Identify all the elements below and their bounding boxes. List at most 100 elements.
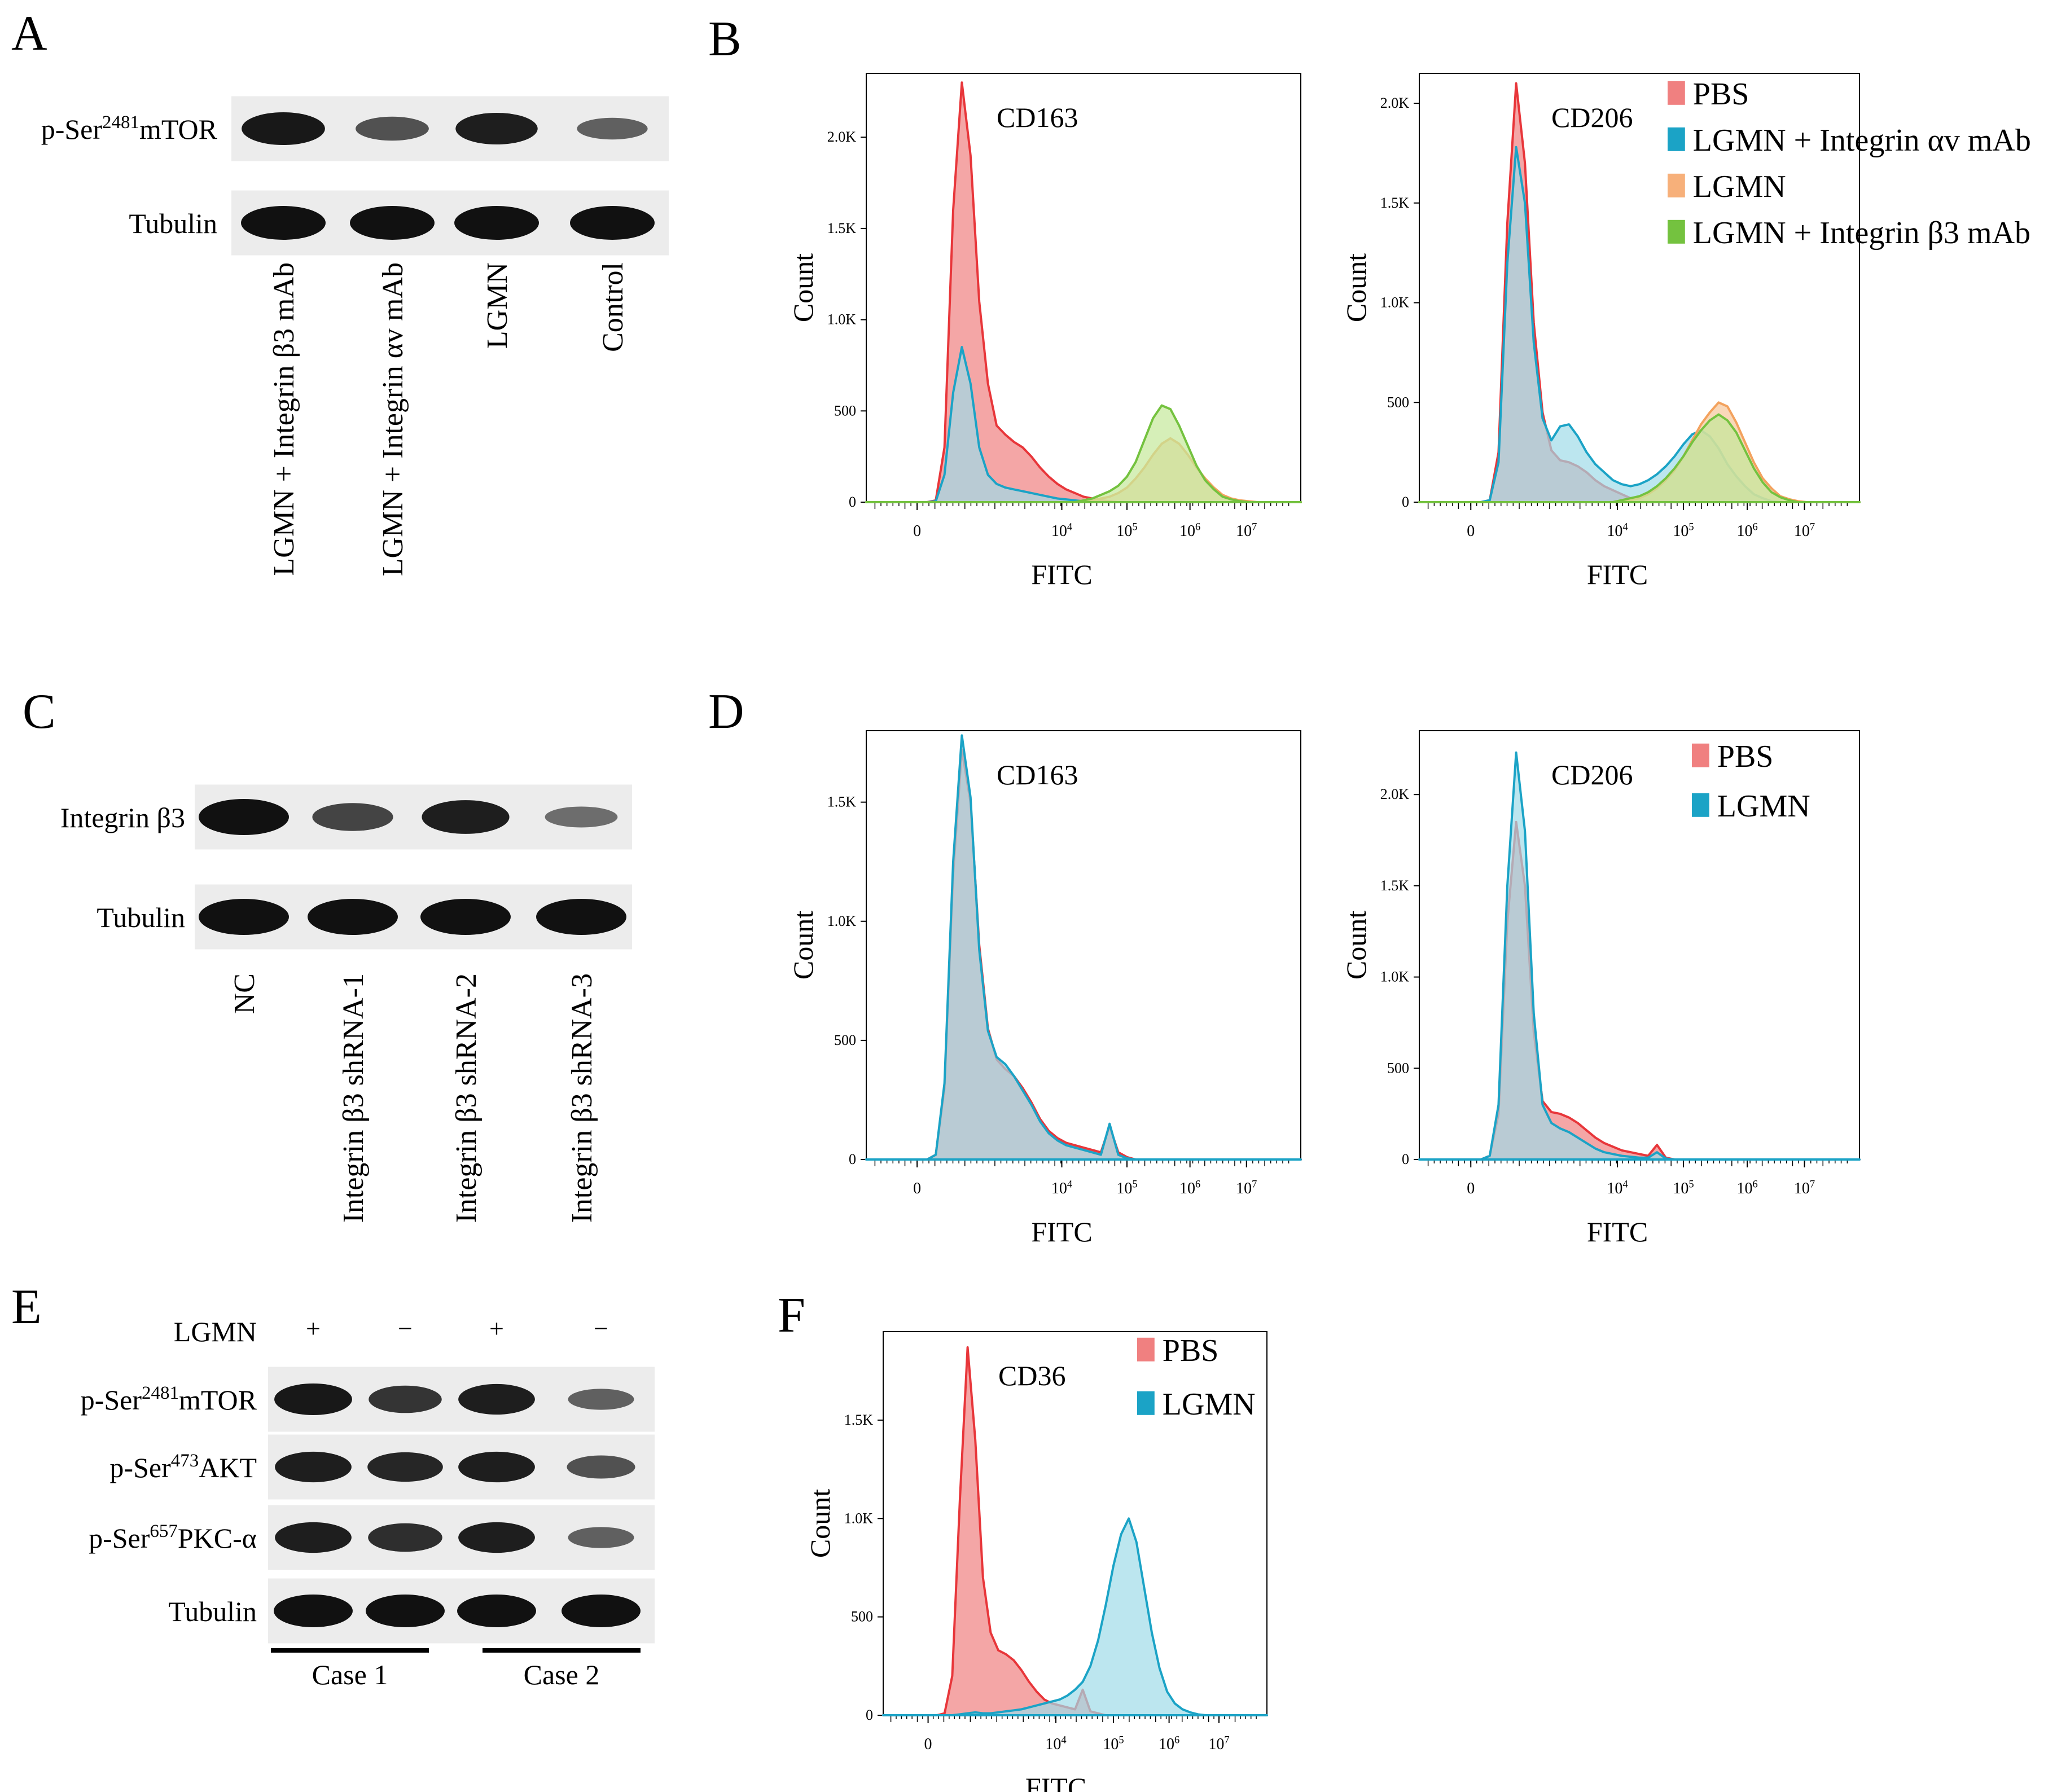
y-tick-label: 1.0K	[1380, 969, 1410, 985]
band	[458, 1383, 535, 1415]
series-area	[865, 734, 1302, 1161]
panel-letter-f: F	[778, 1288, 805, 1343]
band	[457, 1595, 536, 1627]
legend-d: PBS LGMN	[1692, 739, 1810, 824]
band	[356, 116, 429, 141]
legend-swatch	[1668, 127, 1685, 151]
legend-swatch	[1137, 1391, 1155, 1415]
x-tick-label: 107	[1794, 521, 1815, 540]
band	[458, 1522, 535, 1553]
x-tick-label: 104	[1051, 1178, 1072, 1197]
histogram-b2: 0 500 1.0K 1.5K 2.0K 0 104 105 106 107 CD206 FITC Co…	[1340, 73, 1861, 590]
row-label: p-Ser2481mTOR	[41, 112, 218, 145]
x-tick-label: 0	[1467, 1180, 1475, 1197]
band	[570, 206, 655, 240]
band	[545, 806, 618, 828]
series-area	[1418, 751, 1861, 1161]
legend-label: PBS	[1693, 77, 1749, 112]
lane-label: Integrin β3 shRNA-1	[337, 973, 370, 1223]
x-tick-label: 106	[1179, 1178, 1200, 1197]
legend-label: PBS	[1717, 739, 1774, 774]
band	[458, 1451, 535, 1483]
x-tick-label: 105	[1673, 1178, 1694, 1197]
y-tick-label: 1.0K	[827, 913, 857, 929]
band	[274, 1383, 352, 1416]
y-tick-label: 0	[1402, 1151, 1409, 1167]
lane-label: NC	[229, 973, 261, 1014]
y-axis-label: Count	[1340, 911, 1372, 980]
band	[350, 206, 435, 240]
x-axis-label: FITC	[1587, 1216, 1648, 1248]
lane-label: LGMN	[481, 262, 514, 349]
band	[312, 803, 393, 831]
y-tick-label: 500	[834, 402, 856, 419]
band	[455, 112, 538, 145]
band	[274, 1595, 353, 1627]
y-tick-label: 1.0K	[844, 1510, 874, 1526]
band	[275, 1451, 352, 1483]
y-tick-label: 1.5K	[1380, 195, 1410, 211]
legend-swatch	[1668, 173, 1685, 197]
x-axis-label: FITC	[1587, 559, 1648, 590]
panel-letter-b: B	[708, 12, 742, 67]
row-label: p-Ser473AKT	[109, 1451, 257, 1483]
histogram-b1: 0 500 1.0K 1.5K 2.0K 0 104 105 106 107 CD163 FITC Co…	[787, 73, 1302, 590]
plot-frame	[1419, 73, 1860, 503]
series-area	[1418, 413, 1861, 503]
x-tick-label: 0	[913, 1180, 921, 1197]
band	[568, 1527, 634, 1548]
legend-swatch	[1692, 793, 1709, 817]
plot-title: CD163	[997, 102, 1078, 133]
plot-frame	[866, 73, 1301, 503]
histogram-d1: 0 500 1.0K 1.5K 0 104 105 106 107 CD163 FITC Count	[787, 730, 1302, 1248]
panel-letter-d: D	[708, 684, 744, 739]
x-tick-label: 105	[1116, 1178, 1137, 1197]
y-tick-label: 0	[1402, 494, 1409, 510]
y-axis-label: Count	[787, 253, 819, 322]
panel-letter-e: E	[11, 1280, 42, 1334]
y-tick-label: 500	[1387, 394, 1409, 410]
band	[368, 1523, 442, 1552]
legend-swatch	[1692, 743, 1709, 767]
x-tick-label: 106	[1736, 1178, 1757, 1197]
band	[562, 1595, 641, 1627]
x-tick-label: 104	[1045, 1734, 1066, 1753]
x-axis-label: FITC	[1031, 559, 1092, 590]
plot-frame	[883, 1331, 1267, 1716]
treatment-label: LGMN	[174, 1316, 257, 1347]
plot-title: CD163	[997, 759, 1078, 790]
band	[422, 800, 510, 834]
band	[199, 799, 289, 835]
plot-frame	[866, 730, 1301, 1160]
row-label: Tubulin	[129, 208, 217, 239]
lane-label: LGMN + Integrin αv mAb	[377, 262, 409, 576]
histogram-d2: 0 500 1.0K 1.5K 2.0K 0 104 105 106 107 CD206 FITC Co…	[1340, 730, 1861, 1248]
y-tick-label: 2.0K	[827, 129, 857, 145]
row-label: p-Ser657PKC-α	[89, 1521, 257, 1554]
band	[308, 899, 398, 935]
x-tick-label: 0	[913, 522, 921, 540]
blot-c: Integrin β3 Tubulin NC Integrin β3 shRNA-1 I…	[60, 784, 632, 1223]
series-area	[865, 404, 1302, 503]
panel-letter-c: C	[23, 684, 56, 739]
x-tick-label: 105	[1673, 521, 1694, 540]
y-tick-label: 1.5K	[844, 1412, 874, 1428]
x-axis-label: FITC	[1031, 1216, 1092, 1248]
series-area	[882, 1517, 1268, 1716]
legend-swatch	[1668, 81, 1685, 105]
band	[242, 112, 325, 146]
y-tick-label: 1.5K	[827, 794, 857, 810]
band	[241, 206, 326, 240]
lane-label: LGMN + Integrin β3 mAb	[268, 262, 300, 576]
band	[568, 1389, 634, 1410]
treatment-sign: +	[306, 1314, 321, 1343]
x-tick-label: 106	[1179, 521, 1200, 540]
legend-label: LGMN + Integrin β3 mAb	[1693, 216, 2030, 251]
lane-label: Control	[597, 262, 629, 352]
legend-b: PBS LGMN + Integrin αv mAb LGMN LGMN + Inte…	[1668, 77, 2031, 251]
group-label: Case 1	[312, 1659, 388, 1690]
lane-label: Integrin β3 shRNA-2	[450, 973, 483, 1223]
legend-swatch	[1668, 219, 1685, 244]
treatment-sign: −	[398, 1314, 413, 1343]
